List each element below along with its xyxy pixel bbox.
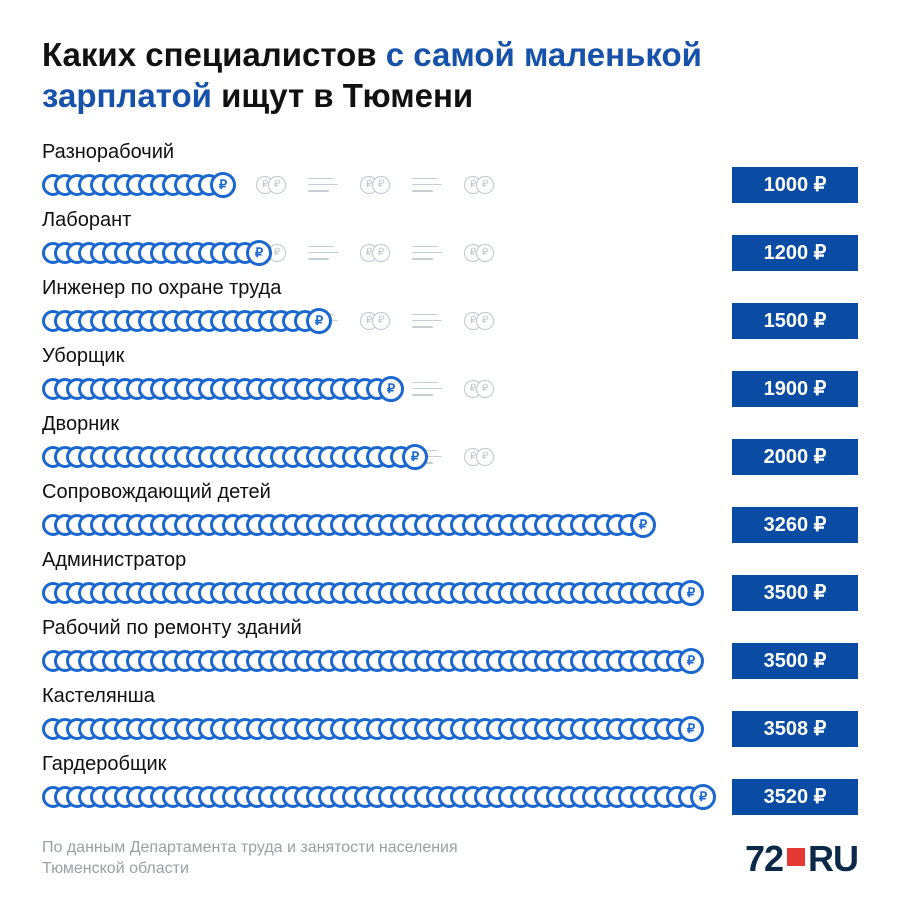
ruble-coin-lead-icon bbox=[210, 172, 236, 198]
value-badge: 1200 ₽ bbox=[732, 235, 858, 271]
row-label: Гардеробщик bbox=[42, 753, 858, 776]
ruble-coin-lead-icon bbox=[378, 376, 404, 402]
value-badge: 1500 ₽ bbox=[732, 303, 858, 339]
ghost-coin-cluster bbox=[360, 176, 390, 194]
infographic-title: Каких специалистов с самой маленькой зар… bbox=[42, 34, 858, 117]
row-label: Сопровождающий детей bbox=[42, 481, 858, 504]
salary-row: Инженер по охране труда 1500 ₽ bbox=[42, 277, 858, 339]
logo-prefix: 72 bbox=[745, 838, 783, 880]
ghost-coin-cluster bbox=[256, 176, 286, 194]
ruble-coin-lead-icon bbox=[678, 580, 704, 606]
value-badge: 1900 ₽ bbox=[732, 371, 858, 407]
salary-row: Гардеробщик 3520 ₽ bbox=[42, 753, 858, 815]
bar-track bbox=[42, 715, 720, 743]
salary-row: Лаборант 1200 ₽ bbox=[42, 209, 858, 271]
row-label: Инженер по охране труда bbox=[42, 277, 858, 300]
ruble-coin-ghost-icon bbox=[372, 244, 390, 262]
motion-lines-icon bbox=[412, 246, 442, 260]
site-logo: 72 RU bbox=[745, 838, 858, 880]
row-label: Рабочий по ремонту зданий bbox=[42, 617, 858, 640]
row-label: Дворник bbox=[42, 413, 858, 436]
coin-stack-bar bbox=[42, 239, 272, 267]
ruble-coin-lead-icon bbox=[630, 512, 656, 538]
row-label: Разнорабочий bbox=[42, 141, 858, 164]
coin-stack-bar bbox=[42, 783, 716, 811]
value-badge: 3520 ₽ bbox=[732, 779, 858, 815]
ghost-coin-cluster bbox=[464, 176, 494, 194]
ghost-coin-cluster bbox=[360, 312, 390, 330]
ruble-coin-ghost-icon bbox=[476, 448, 494, 466]
bar-track bbox=[42, 579, 720, 607]
motion-lines-icon bbox=[308, 178, 338, 192]
bar-track bbox=[42, 647, 720, 675]
ruble-coin-ghost-icon bbox=[476, 176, 494, 194]
row-label: Кастелянша bbox=[42, 685, 858, 708]
logo-square-icon bbox=[787, 848, 805, 866]
logo-suffix: RU bbox=[808, 838, 858, 880]
salary-row: Дворник 2000 ₽ bbox=[42, 413, 858, 475]
ruble-coin-lead-icon bbox=[246, 240, 272, 266]
coin-stack-bar bbox=[42, 443, 428, 471]
ghost-coin-cluster bbox=[464, 448, 494, 466]
ruble-coin-ghost-icon bbox=[476, 380, 494, 398]
ruble-coin-ghost-icon bbox=[372, 312, 390, 330]
ruble-coin-ghost-icon bbox=[268, 176, 286, 194]
coin-stack-bar bbox=[42, 647, 704, 675]
coin-stack-bar bbox=[42, 375, 404, 403]
title-post: ищут в Тюмени bbox=[212, 77, 473, 114]
ruble-coin-ghost-icon bbox=[476, 244, 494, 262]
ruble-coin-ghost-icon bbox=[476, 312, 494, 330]
ruble-coin-lead-icon bbox=[678, 716, 704, 742]
motion-lines-icon bbox=[412, 178, 442, 192]
row-label: Администратор bbox=[42, 549, 858, 572]
value-badge: 3500 ₽ bbox=[732, 643, 858, 679]
ruble-coin-ghost-icon bbox=[372, 176, 390, 194]
ghost-coin-cluster bbox=[464, 380, 494, 398]
source-attribution: По данным Департамента труда и занятости… bbox=[42, 837, 482, 880]
value-badge: 3260 ₽ bbox=[732, 507, 858, 543]
ghost-coin-cluster bbox=[464, 244, 494, 262]
ghost-coin-cluster bbox=[360, 244, 390, 262]
value-badge: 3508 ₽ bbox=[732, 711, 858, 747]
salary-rows: Разнорабочий 1000 ₽ Лаборант 1200 ₽ Инженер … bbox=[42, 141, 858, 819]
bar-track bbox=[42, 171, 720, 199]
salary-row: Кастелянша 3508 ₽ bbox=[42, 685, 858, 747]
bar-track bbox=[42, 307, 720, 335]
bar-track bbox=[42, 511, 720, 539]
value-badge: 1000 ₽ bbox=[732, 167, 858, 203]
row-label: Уборщик bbox=[42, 345, 858, 368]
bar-track bbox=[42, 375, 720, 403]
salary-row: Сопровождающий детей 3260 ₽ bbox=[42, 481, 858, 543]
coin-stack-bar bbox=[42, 715, 704, 743]
coin-stack-bar bbox=[42, 579, 704, 607]
bar-track bbox=[42, 443, 720, 471]
bar-track bbox=[42, 783, 720, 811]
motion-lines-icon bbox=[308, 246, 338, 260]
ghost-coin-cluster bbox=[464, 312, 494, 330]
ruble-coin-lead-icon bbox=[402, 444, 428, 470]
motion-lines-icon bbox=[412, 314, 442, 328]
coin-stack-bar bbox=[42, 307, 332, 335]
coin-stack-bar bbox=[42, 511, 656, 539]
value-badge: 3500 ₽ bbox=[732, 575, 858, 611]
salary-row: Разнорабочий 1000 ₽ bbox=[42, 141, 858, 203]
salary-row: Уборщик 1900 ₽ bbox=[42, 345, 858, 407]
coin-stack-bar bbox=[42, 171, 236, 199]
value-badge: 2000 ₽ bbox=[732, 439, 858, 475]
motion-lines-icon bbox=[412, 382, 442, 396]
ruble-coin-lead-icon bbox=[306, 308, 332, 334]
salary-row: Рабочий по ремонту зданий 3500 ₽ bbox=[42, 617, 858, 679]
row-label: Лаборант bbox=[42, 209, 858, 232]
bar-track bbox=[42, 239, 720, 267]
footer: По данным Департамента труда и занятости… bbox=[42, 837, 858, 880]
ruble-coin-lead-icon bbox=[690, 784, 716, 810]
salary-row: Администратор 3500 ₽ bbox=[42, 549, 858, 611]
ruble-coin-lead-icon bbox=[678, 648, 704, 674]
title-pre: Каких специалистов bbox=[42, 36, 386, 73]
